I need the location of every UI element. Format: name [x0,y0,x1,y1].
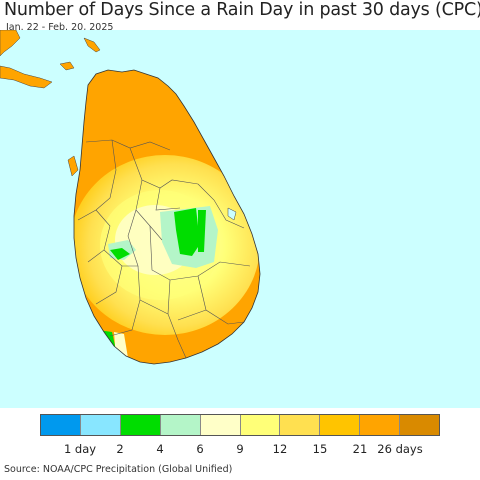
legend-tick-label: 6 [196,442,204,456]
source-note: Source: NOAA/CPC Precipitation (Global U… [4,464,233,475]
legend-swatch-4 [160,415,201,435]
map-title: Number of Days Since a Rain Day in past … [4,0,480,20]
jaffna-peninsula [0,65,53,89]
legend-ticks: 1 day 2 4 6 9 12 15 21 26 days [0,442,480,458]
color-legend [40,414,440,436]
legend-tick-label: 4 [156,442,164,456]
legend-tick-label: 2 [116,442,124,456]
date-range: Jan. 22 - Feb. 20, 2025 [6,22,114,33]
legend-tick-label: 9 [236,442,244,456]
legend-swatch-6 [240,415,281,435]
sri-lanka-map [0,30,261,365]
green-patch-east [174,208,200,256]
legend-tick-label: 1 day [63,442,97,456]
legend-swatch-3 [120,415,161,435]
map-area [0,30,480,408]
legend-swatch-2 [80,415,121,435]
legend-tick-label: 12 [272,442,288,456]
legend-swatch-10 [400,415,440,435]
green-patch-west [110,248,130,260]
legend-swatch-9 [360,415,401,435]
legend-swatch-7 [280,415,321,435]
legend-swatch-5 [200,415,241,435]
legend-tick-label: 26 days [377,442,423,456]
island-outline [73,69,261,365]
legend-swatch-8 [320,415,361,435]
legend-tick-label: 15 [312,442,328,456]
legend-swatch-1 [41,415,81,435]
india-coast [0,30,21,57]
legend-tick-label: 21 [352,442,368,456]
